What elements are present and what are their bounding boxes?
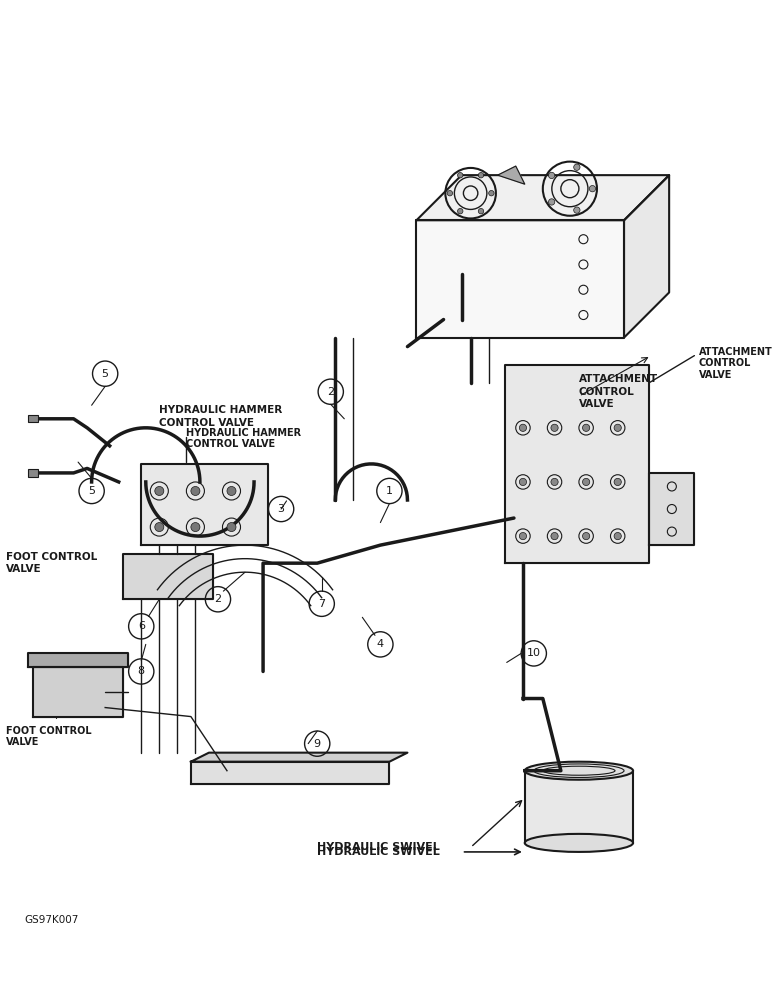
Text: HYDRAULIC SWIVEL: HYDRAULIC SWIVEL	[317, 842, 440, 852]
Circle shape	[548, 172, 555, 179]
Circle shape	[614, 424, 621, 431]
Circle shape	[551, 478, 558, 486]
Circle shape	[614, 532, 621, 540]
Polygon shape	[624, 175, 669, 338]
Circle shape	[548, 199, 555, 205]
Polygon shape	[191, 762, 389, 784]
Text: ATTACHMENT
CONTROL
VALVE: ATTACHMENT CONTROL VALVE	[579, 374, 658, 409]
Circle shape	[155, 486, 164, 495]
Text: HYDRAULIC HAMMER
CONTROL VALVE: HYDRAULIC HAMMER CONTROL VALVE	[186, 428, 302, 449]
Circle shape	[583, 532, 590, 540]
Circle shape	[583, 478, 590, 486]
Bar	[525, 771, 633, 843]
Text: 5: 5	[102, 369, 109, 379]
Circle shape	[227, 523, 236, 532]
Text: FOOT CONTROL
VALVE: FOOT CONTROL VALVE	[6, 726, 92, 747]
Polygon shape	[498, 166, 525, 184]
Polygon shape	[141, 464, 268, 545]
Circle shape	[583, 424, 590, 431]
Circle shape	[479, 173, 484, 178]
Text: 7: 7	[318, 599, 325, 609]
Polygon shape	[29, 653, 127, 667]
Circle shape	[551, 532, 558, 540]
Text: 5: 5	[88, 486, 95, 496]
Bar	[28, 415, 39, 422]
Text: FOOT CONTROL
VALVE: FOOT CONTROL VALVE	[6, 552, 97, 574]
Circle shape	[479, 208, 484, 214]
Circle shape	[191, 486, 200, 495]
Text: 8: 8	[137, 666, 145, 676]
Ellipse shape	[525, 834, 633, 852]
Circle shape	[489, 190, 494, 196]
Bar	[28, 469, 39, 477]
Polygon shape	[191, 753, 408, 762]
Text: HYDRAULIC HAMMER
CONTROL VALVE: HYDRAULIC HAMMER CONTROL VALVE	[159, 405, 283, 428]
Circle shape	[614, 478, 621, 486]
Circle shape	[447, 190, 452, 196]
Polygon shape	[505, 365, 649, 563]
Polygon shape	[649, 473, 694, 545]
Circle shape	[227, 486, 236, 495]
Text: GS97K007: GS97K007	[24, 915, 78, 925]
Text: 3: 3	[278, 504, 285, 514]
Circle shape	[191, 523, 200, 532]
Circle shape	[520, 532, 527, 540]
Text: 2: 2	[327, 387, 334, 397]
Circle shape	[520, 424, 527, 431]
Text: 9: 9	[313, 739, 321, 749]
Text: ATTACHMENT
CONTROL
VALVE: ATTACHMENT CONTROL VALVE	[699, 347, 772, 380]
Text: 4: 4	[377, 639, 384, 649]
Circle shape	[589, 186, 596, 192]
Circle shape	[155, 523, 164, 532]
Polygon shape	[33, 667, 124, 717]
Text: 1: 1	[386, 486, 393, 496]
Circle shape	[574, 164, 580, 170]
Circle shape	[551, 424, 558, 431]
Polygon shape	[416, 220, 624, 338]
Text: 10: 10	[527, 648, 541, 658]
Ellipse shape	[525, 762, 633, 780]
Text: 6: 6	[137, 621, 145, 631]
Polygon shape	[416, 175, 669, 220]
Circle shape	[458, 173, 463, 178]
Circle shape	[520, 478, 527, 486]
Text: HYDRAULIC SWIVEL: HYDRAULIC SWIVEL	[317, 847, 440, 857]
Circle shape	[458, 208, 463, 214]
Circle shape	[574, 207, 580, 213]
Text: 2: 2	[215, 594, 222, 604]
Polygon shape	[124, 554, 213, 599]
